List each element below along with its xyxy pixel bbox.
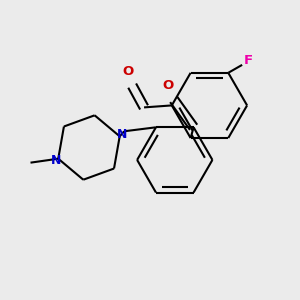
Text: F: F	[244, 54, 253, 68]
Text: N: N	[116, 128, 127, 141]
Text: O: O	[162, 79, 173, 92]
Text: N: N	[51, 154, 62, 167]
Text: O: O	[123, 65, 134, 78]
